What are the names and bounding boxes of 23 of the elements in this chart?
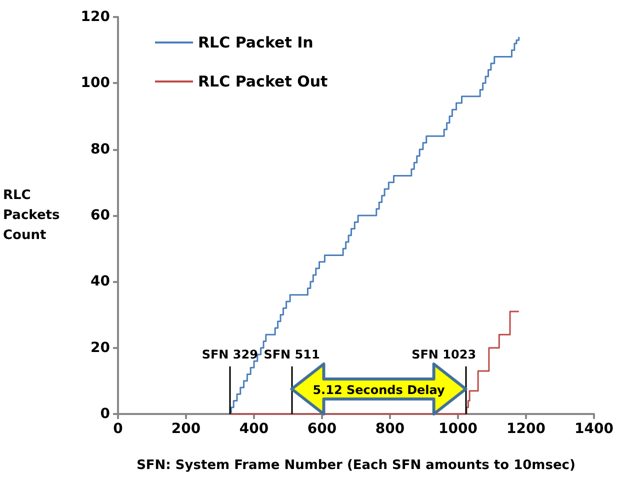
ref-line-label: SFN 511 bbox=[264, 347, 320, 362]
x-axis-title: SFN: System Frame Number (Each SFN amounts to 10msec) bbox=[136, 458, 576, 473]
y-tick-label: 120 bbox=[80, 9, 110, 25]
legend-label: RLC Packet Out bbox=[198, 72, 328, 90]
x-tick-label: 400 bbox=[239, 421, 269, 437]
ref-line-label: SFN 1023 bbox=[412, 347, 476, 362]
legend-label: RLC Packet In bbox=[198, 34, 314, 52]
y-tick-label: 100 bbox=[80, 75, 110, 92]
x-tick-label: 600 bbox=[307, 421, 337, 437]
y-tick-label: 80 bbox=[90, 141, 110, 158]
annotation: 5.12 Seconds Delay bbox=[312, 383, 446, 397]
x-tick-label: 1000 bbox=[438, 421, 478, 437]
x-tick-label: 800 bbox=[375, 421, 405, 437]
x-tick-label: 1200 bbox=[506, 421, 546, 437]
y-tick-label: 60 bbox=[90, 208, 110, 224]
y-tick-label: 20 bbox=[90, 340, 110, 356]
x-tick-label: 0 bbox=[113, 421, 124, 437]
x-tick-label: 1400 bbox=[574, 421, 614, 437]
ref-line-label: SFN 329 bbox=[202, 347, 258, 362]
y-axis-title: RLC Packets Count bbox=[3, 188, 60, 243]
y-tick-label: 0 bbox=[100, 406, 110, 422]
y-tick-label: 40 bbox=[90, 274, 110, 290]
x-tick-label: 200 bbox=[171, 421, 201, 437]
